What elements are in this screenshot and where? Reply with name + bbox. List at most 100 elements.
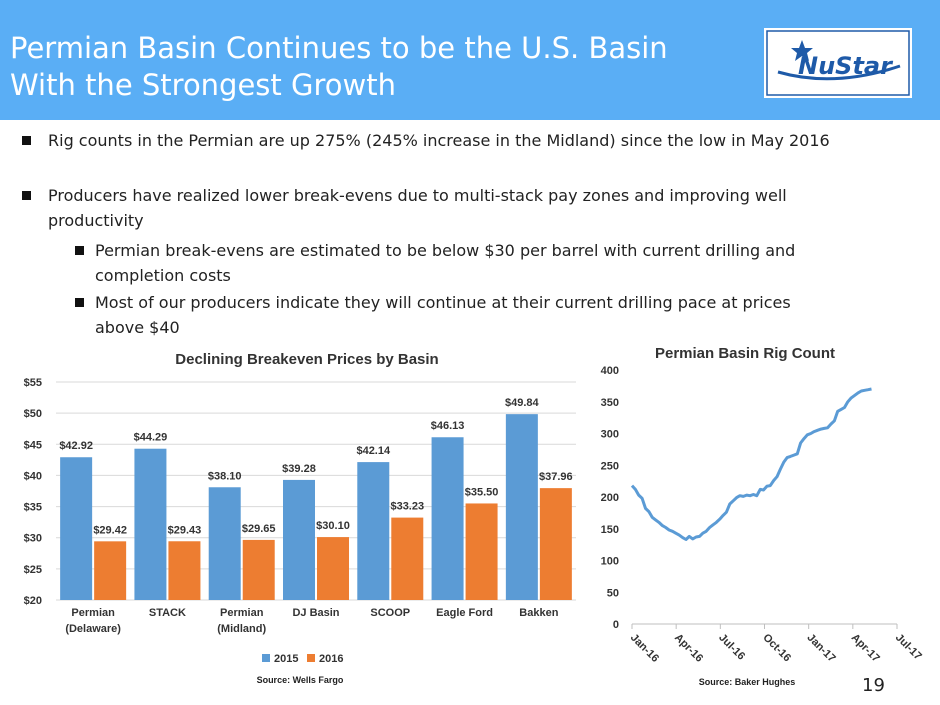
logo-frame	[764, 28, 912, 98]
line-chart-source: Source: Baker Hughes	[699, 677, 796, 687]
line-y-tick-label: 200	[601, 492, 619, 504]
bar-data-label-2016: $33.23	[390, 501, 424, 513]
line-x-tick-label: Jan-16	[628, 632, 661, 665]
bar-data-label-2015: $49.84	[505, 397, 540, 409]
rig-count-series-line	[630, 387, 872, 541]
page-title-line-1: Permian Basin Continues to be the U.S. B…	[10, 31, 668, 65]
line-chart-y-ticks: 0 50 100 150 200 250 300 350 400	[601, 365, 619, 631]
line-chart-title: Permian Basin Rig Count	[655, 345, 835, 362]
bar-2016	[94, 541, 127, 600]
bar-2016	[317, 537, 349, 600]
line-y-tick-label: 50	[607, 587, 619, 599]
bar-chart-legend: 2015 2016	[262, 653, 343, 665]
sub-bullet-permian: Permian break-evens are estimated to be …	[95, 241, 796, 260]
bar-chart-y-ticks: $20 $25 $30 $35 $40 $45 $50 $55	[24, 377, 42, 607]
logo-wordmark: NuStar	[798, 52, 894, 80]
bar-2015	[283, 479, 315, 600]
sub-bullet-producers: Most of our producers indicate they will…	[95, 293, 791, 312]
bullet-breakevens: Producers have realized lower break-even…	[48, 186, 787, 205]
bar-2015	[505, 414, 538, 600]
bar-data-label-2015: $38.10	[208, 470, 242, 482]
bar-y-tick-label: $50	[24, 408, 42, 420]
bar-data-label-2015: $42.92	[59, 440, 93, 452]
page-title-line-2: With the Strongest Growth	[10, 68, 396, 102]
breakeven-bar-chart: Declining Breakeven Prices by Basin $20$…	[24, 351, 576, 685]
legend-swatch-2015	[262, 654, 270, 662]
bar-x-tick-label: (Delaware)	[65, 623, 121, 635]
bar-data-label-2016: $29.43	[168, 524, 202, 536]
line-x-tick-label: Jul-16	[716, 632, 747, 663]
bar-x-tick-label: Permian	[220, 607, 264, 619]
bar-2015	[60, 457, 93, 600]
logo-swoosh	[777, 64, 901, 81]
bar-2015	[134, 448, 167, 600]
bar-data-label-2015: $42.14	[356, 445, 391, 457]
bar-2016	[465, 503, 498, 600]
bar-y-tick-label: $40	[24, 470, 42, 482]
sub-bullet-marker-icon	[75, 246, 84, 255]
line-chart-x-ticks: Jan-16 Apr-16 Jul-16 Oct-16 Jan-17 Apr-17 Jul-…	[628, 624, 924, 665]
bar-chart-data-labels: $42.92 $29.42 $44.29 $29.43 $38.10 $29.65 $39.…	[59, 397, 572, 536]
bar-data-label-2015: $46.13	[431, 420, 465, 432]
line-x-tick-label: Jul-17	[893, 632, 924, 663]
bar-chart-bars	[60, 414, 572, 600]
bar-data-label-2015: $39.28	[282, 463, 316, 475]
bullet-breakevens-cont: productivity	[48, 211, 144, 230]
line-y-tick-label: 100	[601, 556, 619, 568]
bar-data-label-2016: $37.96	[539, 471, 573, 483]
bar-2016	[391, 517, 424, 600]
bar-y-tick-label: $25	[24, 564, 42, 576]
page-title: Permian Basin Continues to be the U.S. B…	[10, 30, 668, 104]
bar-x-tick-label: Eagle Ford	[436, 607, 493, 619]
line-x-tick-label: Jan-17	[805, 632, 838, 665]
bar-chart-x-ticks: Permian (Delaware) STACK Permian (Midland) DJ…	[65, 607, 558, 635]
bar-y-tick-label: $20	[24, 595, 42, 607]
bar-x-tick-label: STACK	[149, 607, 186, 619]
bar-y-tick-label: $45	[24, 439, 42, 451]
bar-2015	[357, 462, 390, 600]
bar-2015	[431, 437, 464, 600]
bar-y-tick-label: $55	[24, 377, 42, 389]
line-x-tick-label: Oct-16	[760, 632, 793, 665]
bar-data-label-2016: $29.42	[93, 524, 127, 536]
bar-y-tick-label: $35	[24, 502, 42, 514]
bar-2016	[242, 539, 275, 600]
bar-x-tick-label: DJ Basin	[292, 607, 339, 619]
bar-x-tick-label: SCOOP	[370, 607, 410, 619]
bullet-marker-icon	[22, 136, 31, 145]
page-number: 19	[862, 675, 885, 696]
bullet-rig-counts: Rig counts in the Permian are up 275% (2…	[48, 131, 830, 150]
line-y-tick-label: 250	[601, 460, 619, 472]
legend-label-2016: 2016	[319, 653, 343, 665]
logo-border	[766, 30, 910, 96]
sub-bullet-marker-icon	[75, 298, 84, 307]
line-y-tick-label: 150	[601, 524, 619, 536]
line-y-tick-label: 300	[601, 429, 619, 441]
bar-data-label-2016: $29.65	[242, 523, 276, 535]
bar-2016	[168, 541, 201, 600]
line-x-tick-label: Apr-16	[672, 632, 705, 665]
legend-swatch-2016	[307, 654, 315, 662]
star-icon	[791, 40, 813, 61]
line-y-tick-label: 400	[601, 365, 619, 377]
sub-bullet-permian-cont: completion costs	[95, 266, 231, 285]
bar-x-tick-label: Bakken	[519, 607, 558, 619]
bullet-marker-icon	[22, 191, 31, 200]
bar-chart-title: Declining Breakeven Prices by Basin	[175, 351, 438, 368]
line-y-tick-label: 0	[613, 619, 619, 631]
bar-x-tick-label: (Midland)	[217, 623, 266, 635]
bar-data-label-2016: $30.10	[316, 520, 350, 532]
sub-bullet-producers-cont: above $40	[95, 318, 180, 337]
bar-data-label-2015: $44.29	[134, 432, 168, 444]
title-banner: Permian Basin Continues to be the U.S. B…	[0, 0, 940, 120]
rig-count-line-chart: Permian Basin Rig Count 0 50 100 150 200 250 3…	[601, 345, 924, 687]
line-y-tick-label: 350	[601, 397, 619, 409]
bar-2016	[539, 488, 572, 600]
bar-chart-source: Source: Wells Fargo	[257, 675, 344, 685]
line-x-tick-label: Apr-17	[849, 632, 882, 665]
bar-y-tick-label: $30	[24, 533, 42, 545]
nustar-logo: NuStar	[764, 28, 912, 98]
bar-data-label-2016: $35.50	[465, 486, 499, 498]
bar-x-tick-label: Permian	[71, 607, 115, 619]
legend-label-2015: 2015	[274, 653, 298, 665]
